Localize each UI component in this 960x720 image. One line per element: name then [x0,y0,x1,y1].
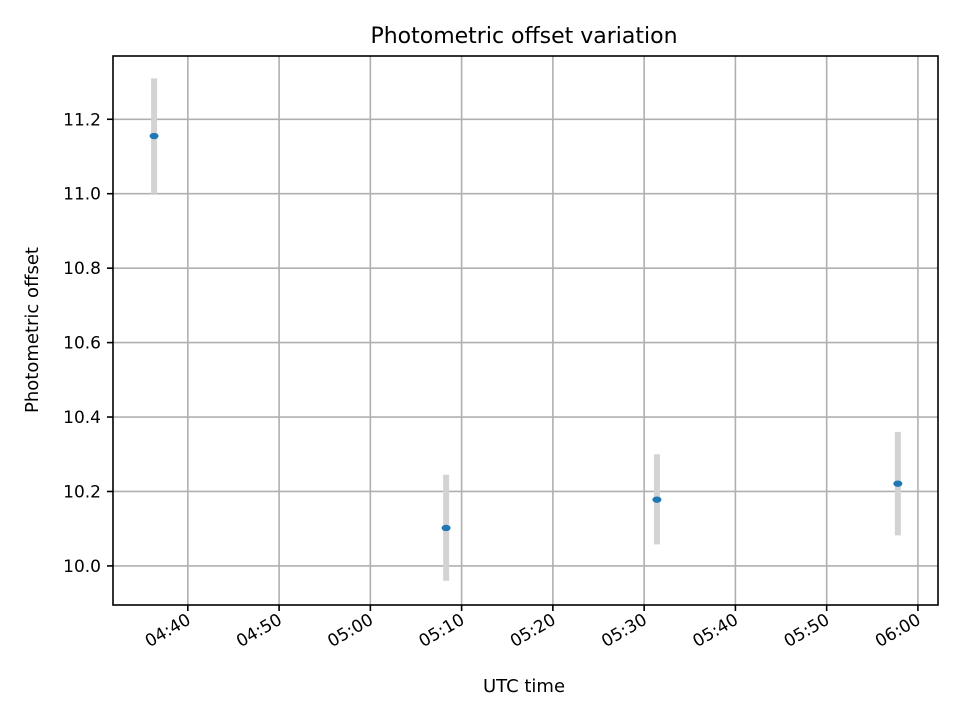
y-tick-label: 10.0 [63,557,101,577]
x-tick-label: 05:20 [507,610,559,652]
x-tick-label: 04:40 [142,610,194,652]
y-tick-label: 10.6 [63,334,101,354]
data-point [893,480,903,487]
grid-lines [113,56,938,605]
x-tick-label: 06:00 [872,610,924,652]
data-point [149,132,159,140]
x-tick-label: 05:00 [324,610,376,652]
x-tick-label: 05:10 [416,610,468,652]
y-tick-label: 11.2 [63,110,101,130]
data-points [149,78,903,581]
x-tick-label: 05:30 [598,610,650,652]
y-axis-label: Photometric offset [22,247,43,413]
chart-title: Photometric offset variation [370,24,677,49]
y-tick-label: 10.2 [63,482,101,502]
x-axis-label: UTC time [483,676,565,697]
plot-frame [112,55,939,606]
data-point [652,496,662,503]
y-tick-label: 10.4 [63,408,101,428]
x-tick-label: 04:50 [233,610,285,652]
data-point [441,524,451,532]
x-tick-label: 05:40 [689,610,741,652]
y-tick-label: 10.8 [63,259,101,279]
axis-ticks: 04:40 04:50 05:00 05:10 05:20 05:30 05:40 05:50… [63,110,924,652]
y-tick-label: 11.0 [63,185,101,205]
x-tick-label: 05:50 [781,610,833,652]
